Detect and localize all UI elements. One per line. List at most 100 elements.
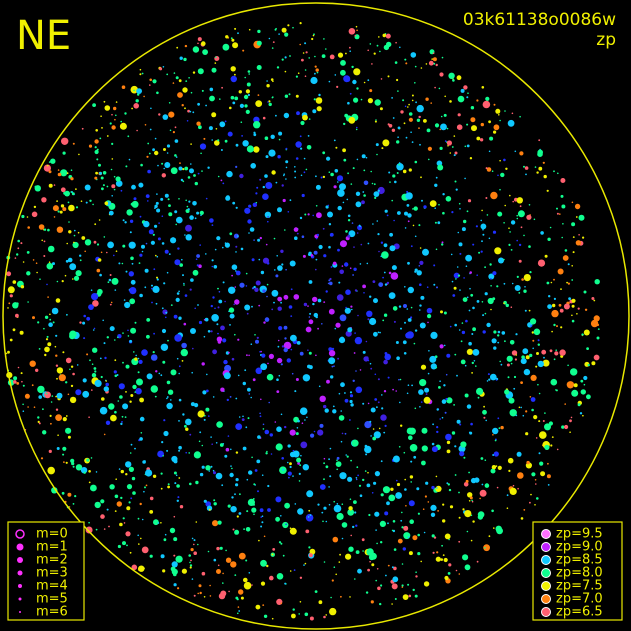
star xyxy=(120,120,122,123)
star xyxy=(115,101,118,103)
star xyxy=(35,262,38,265)
star xyxy=(174,126,177,129)
star xyxy=(231,274,234,277)
star xyxy=(346,198,349,201)
star xyxy=(410,245,413,248)
star xyxy=(458,573,461,575)
star xyxy=(176,484,180,488)
star xyxy=(556,448,559,451)
star xyxy=(342,201,345,204)
star xyxy=(266,295,268,298)
star xyxy=(369,362,372,365)
star xyxy=(318,600,323,605)
star xyxy=(59,210,63,214)
star xyxy=(560,178,566,183)
star xyxy=(445,433,452,441)
star xyxy=(203,335,206,338)
star xyxy=(272,80,274,83)
star xyxy=(318,385,321,388)
star xyxy=(78,153,80,156)
star xyxy=(468,500,471,502)
star xyxy=(67,201,70,204)
star xyxy=(304,75,307,77)
star xyxy=(446,482,449,485)
star xyxy=(263,321,266,324)
star xyxy=(461,330,466,335)
star xyxy=(323,462,325,465)
star xyxy=(516,214,518,217)
star xyxy=(418,127,420,129)
star xyxy=(177,92,183,98)
star xyxy=(114,410,117,414)
star xyxy=(538,452,541,455)
star xyxy=(239,103,244,108)
star xyxy=(167,389,174,395)
star xyxy=(294,503,297,505)
star xyxy=(437,164,444,171)
star xyxy=(262,185,265,189)
star xyxy=(62,417,67,422)
star xyxy=(271,289,279,297)
star xyxy=(306,490,314,498)
star xyxy=(134,391,136,393)
star xyxy=(38,422,41,425)
star xyxy=(391,97,393,99)
star xyxy=(232,101,236,105)
star xyxy=(396,482,401,487)
star xyxy=(454,353,457,356)
star xyxy=(536,497,539,500)
star xyxy=(536,171,539,174)
star xyxy=(114,494,119,499)
star xyxy=(211,443,213,446)
star xyxy=(367,471,369,474)
star xyxy=(474,477,480,483)
star xyxy=(100,499,105,504)
star xyxy=(430,363,437,370)
star xyxy=(195,480,199,485)
star xyxy=(129,339,133,343)
star xyxy=(488,378,491,381)
star xyxy=(299,43,302,46)
star xyxy=(170,304,173,306)
star xyxy=(47,296,49,298)
magnitude-label: m=1 xyxy=(36,540,68,555)
star xyxy=(300,441,308,449)
star xyxy=(446,127,449,130)
star xyxy=(420,364,427,370)
star xyxy=(235,483,239,487)
star xyxy=(344,398,349,403)
star xyxy=(395,390,398,392)
star xyxy=(458,540,461,543)
star xyxy=(560,194,564,198)
star xyxy=(395,492,402,499)
star xyxy=(121,415,124,418)
star xyxy=(355,386,363,394)
star xyxy=(421,445,428,452)
star xyxy=(353,500,357,504)
star xyxy=(201,362,205,366)
star xyxy=(178,316,182,320)
star xyxy=(91,389,93,391)
star xyxy=(32,316,35,320)
star xyxy=(214,62,217,64)
star xyxy=(543,174,547,179)
star xyxy=(183,282,185,285)
star xyxy=(468,431,471,434)
star xyxy=(451,280,454,283)
star xyxy=(399,378,402,381)
star xyxy=(57,434,59,437)
star xyxy=(73,275,80,281)
star xyxy=(323,506,327,510)
star xyxy=(564,403,566,405)
star xyxy=(577,307,580,310)
star xyxy=(118,383,125,390)
star xyxy=(465,479,469,483)
star xyxy=(569,431,571,434)
star xyxy=(418,389,424,395)
star xyxy=(118,262,121,265)
star xyxy=(290,288,293,291)
star xyxy=(500,425,504,430)
star xyxy=(553,170,555,173)
star xyxy=(584,308,588,311)
star xyxy=(214,56,220,61)
